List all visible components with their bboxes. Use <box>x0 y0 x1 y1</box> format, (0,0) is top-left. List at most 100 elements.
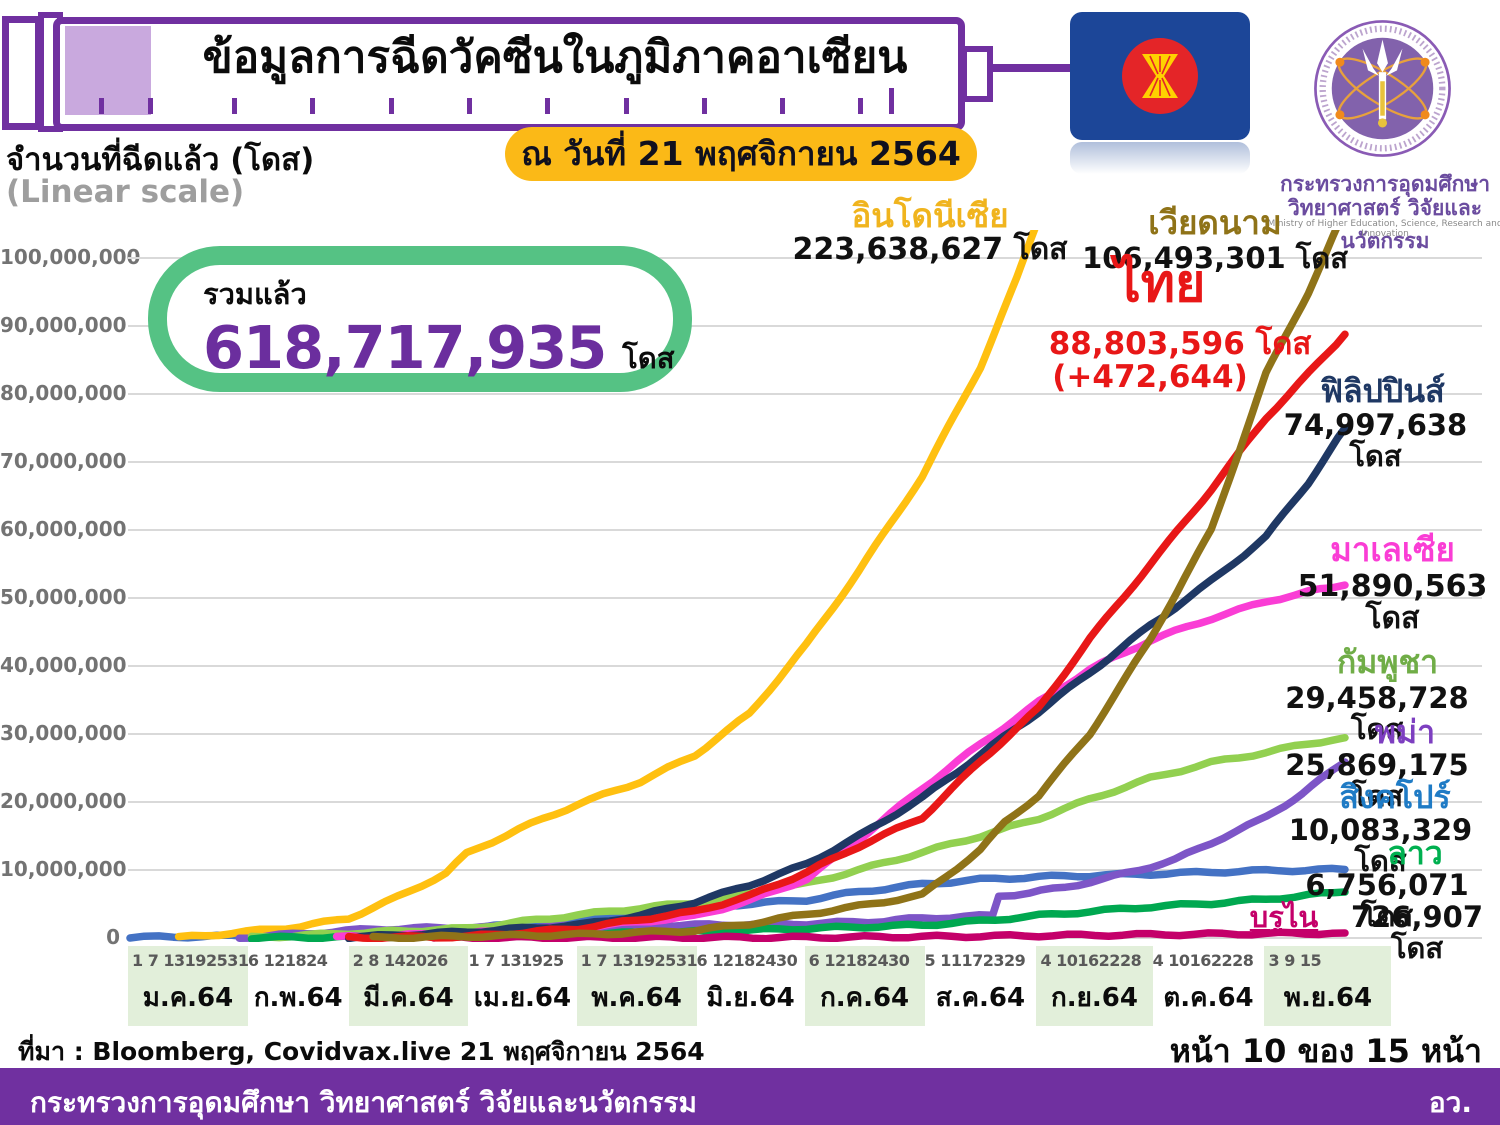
y-tick-label: 10,000,000 <box>0 857 127 881</box>
series-label-philippines: ฟิลิปปินส์ <box>1320 372 1445 410</box>
series-label-myanmar: พม่า <box>1374 713 1436 751</box>
footer-bar: กระทรวงการอุดมศึกษา วิทยาศาสตร์ วิจัยและ… <box>0 1068 1500 1125</box>
series-value-indonesia: 223,638,627 โดส <box>792 232 1068 267</box>
syringe-tick <box>232 98 237 114</box>
syringe-tick <box>702 98 707 114</box>
data-source-note: ที่มา : Bloomberg, Covidvax.live 21 พฤศจ… <box>18 1037 705 1066</box>
page-title: ข้อมูลการฉีดวัคซีนในภูมิภาคอาเซียน <box>202 32 908 83</box>
y-axis-title: จำนวนที่ฉีดแล้ว (โดส) <box>6 142 315 178</box>
series-label-malaysia: มาเลเซีย <box>1330 530 1455 569</box>
series-value-philippines: 74,997,638 โดส <box>1283 408 1468 474</box>
x-month-label: เม.ย.64 <box>473 983 572 1013</box>
total-doses-badge: รวมแล้ว 618,717,935 โดส <box>148 246 692 392</box>
series-line <box>174 230 1039 941</box>
syringe-barrel-icon <box>53 17 965 131</box>
series-line <box>344 330 1349 942</box>
y-tick-label: 30,000,000 <box>0 721 127 745</box>
series-line <box>369 230 1340 942</box>
y-tick-label: 100,000,000 <box>0 245 141 269</box>
y-tick-label: 50,000,000 <box>0 585 127 609</box>
x-day-ticks: 6 12182430 <box>808 951 910 970</box>
syringe-tick <box>624 98 629 114</box>
ministry-name-line2: วิทยาศาสตร์ วิจัยและนวัตกรรม <box>1288 196 1482 253</box>
x-day-ticks: 4 10162228 <box>1152 951 1254 970</box>
series-value-myanmar: 25,869,175 โดส <box>1285 748 1469 814</box>
series-label-cambodia: กัมพูชา <box>1336 643 1439 681</box>
footer-ministry-abbr: อว. <box>1428 1086 1472 1119</box>
x-month-label: ส.ค.64 <box>935 983 1026 1013</box>
ministry-name-line3: Ministry of Higher Education, Science, R… <box>1267 219 1500 239</box>
x-month-label: ม.ค.64 <box>142 983 234 1013</box>
series-value-malaysia: 51,890,563 โดส <box>1297 569 1488 637</box>
series-value-vietnam: 106,493,301 โดส <box>1082 241 1348 275</box>
x-month-band <box>348 946 469 1026</box>
syringe-hub-icon <box>961 46 993 102</box>
page-indicator: หน้า 10 ของ 15 หน้า <box>1169 1032 1482 1070</box>
syringe-tick <box>889 88 894 114</box>
flag-reflection <box>1070 142 1250 174</box>
series-line <box>332 581 1349 942</box>
y-tick-label: 40,000,000 <box>0 653 127 677</box>
total-unit: โดส <box>622 341 675 375</box>
x-month-label: มิ.ย.64 <box>706 983 795 1013</box>
x-month-band <box>804 946 925 1026</box>
x-month-label: ต.ค.64 <box>1163 983 1254 1013</box>
syringe-tick <box>858 98 863 114</box>
total-label: รวมแล้ว <box>203 277 307 311</box>
series-label-laos: ลาว <box>1387 834 1443 872</box>
y-tick-label: 90,000,000 <box>0 313 127 337</box>
y-axis-scale-note: (Linear scale) <box>6 174 245 210</box>
syringe-tick <box>389 98 394 114</box>
syringe-tick <box>99 98 104 114</box>
series-value-cambodia: 29,458,728 โดส <box>1285 681 1469 747</box>
x-day-ticks: 2 8 142026 <box>352 951 449 970</box>
as-of-date-badge: ณ วันที่ 21 พฤศจิกายน 2564 <box>505 127 977 181</box>
series-value-singapore: 10,083,329 โดส <box>1288 813 1473 879</box>
asean-flag <box>1070 12 1250 140</box>
ministry-name-line1: กระทรวงการอุดมศึกษา <box>1280 172 1490 196</box>
x-day-ticks: 1 7 13192531 <box>132 951 249 970</box>
series-label-brunei: บรูไน <box>1249 900 1319 934</box>
y-tick-label: 0 <box>106 925 120 949</box>
series-delta-thailand: (+472,644) <box>1052 359 1248 395</box>
syringe-tick <box>545 98 550 114</box>
x-month-label: พ.ย.64 <box>1283 983 1373 1013</box>
syringe-tick <box>780 98 785 114</box>
x-month-band <box>128 946 248 1026</box>
y-tick-label: 70,000,000 <box>0 449 127 473</box>
series-label-thailand: ไทย <box>1114 254 1206 314</box>
x-month-label: ก.ย.64 <box>1051 983 1138 1013</box>
series-label-indonesia: อินโดนีเซีย <box>851 196 1009 235</box>
x-month-band <box>1036 946 1153 1026</box>
syringe-tick <box>148 98 153 114</box>
x-month-label: ก.ค.64 <box>820 983 910 1013</box>
x-day-ticks: 6 12182430 <box>696 951 798 970</box>
series-label-singapore: สิงคโปร์ <box>1339 778 1451 816</box>
x-day-ticks: 1 7 131925 <box>468 951 564 970</box>
syringe-needle-icon <box>993 64 1071 72</box>
series-value-thailand: 88,803,596 โดส <box>1048 326 1312 362</box>
ministry-seal <box>1314 20 1451 157</box>
x-month-label: มี.ค.64 <box>363 983 454 1013</box>
y-tick-label: 20,000,000 <box>0 789 127 813</box>
x-month-band <box>1264 946 1392 1026</box>
footer-ministry-name: กระทรวงการอุดมศึกษา วิทยาศาสตร์ วิจัยและ… <box>30 1086 697 1119</box>
y-tick-label: 80,000,000 <box>0 381 127 405</box>
x-day-ticks: 1 7 13192531 <box>580 951 698 970</box>
total-value: 618,717,935 <box>203 313 607 382</box>
x-month-label: พ.ค.64 <box>591 983 682 1013</box>
syringe-tick <box>310 98 315 114</box>
series-value-laos: 6,756,071 โดส <box>1305 868 1469 934</box>
x-month-band <box>576 946 697 1026</box>
syringe-tick <box>467 98 472 114</box>
syringe-seal-icon <box>65 26 151 115</box>
x-day-ticks: 6 121824 <box>247 951 328 970</box>
x-day-ticks: 3 9 15 <box>1268 951 1322 970</box>
series-label-vietnam: เวียดนาม <box>1148 203 1282 242</box>
x-day-ticks: 4 10162228 <box>1040 951 1142 970</box>
y-tick-label: 60,000,000 <box>0 517 127 541</box>
series-line <box>247 733 1349 942</box>
x-month-label: ก.พ.64 <box>253 983 343 1013</box>
series-value-brunei: 726,907 โดส <box>1350 900 1484 966</box>
